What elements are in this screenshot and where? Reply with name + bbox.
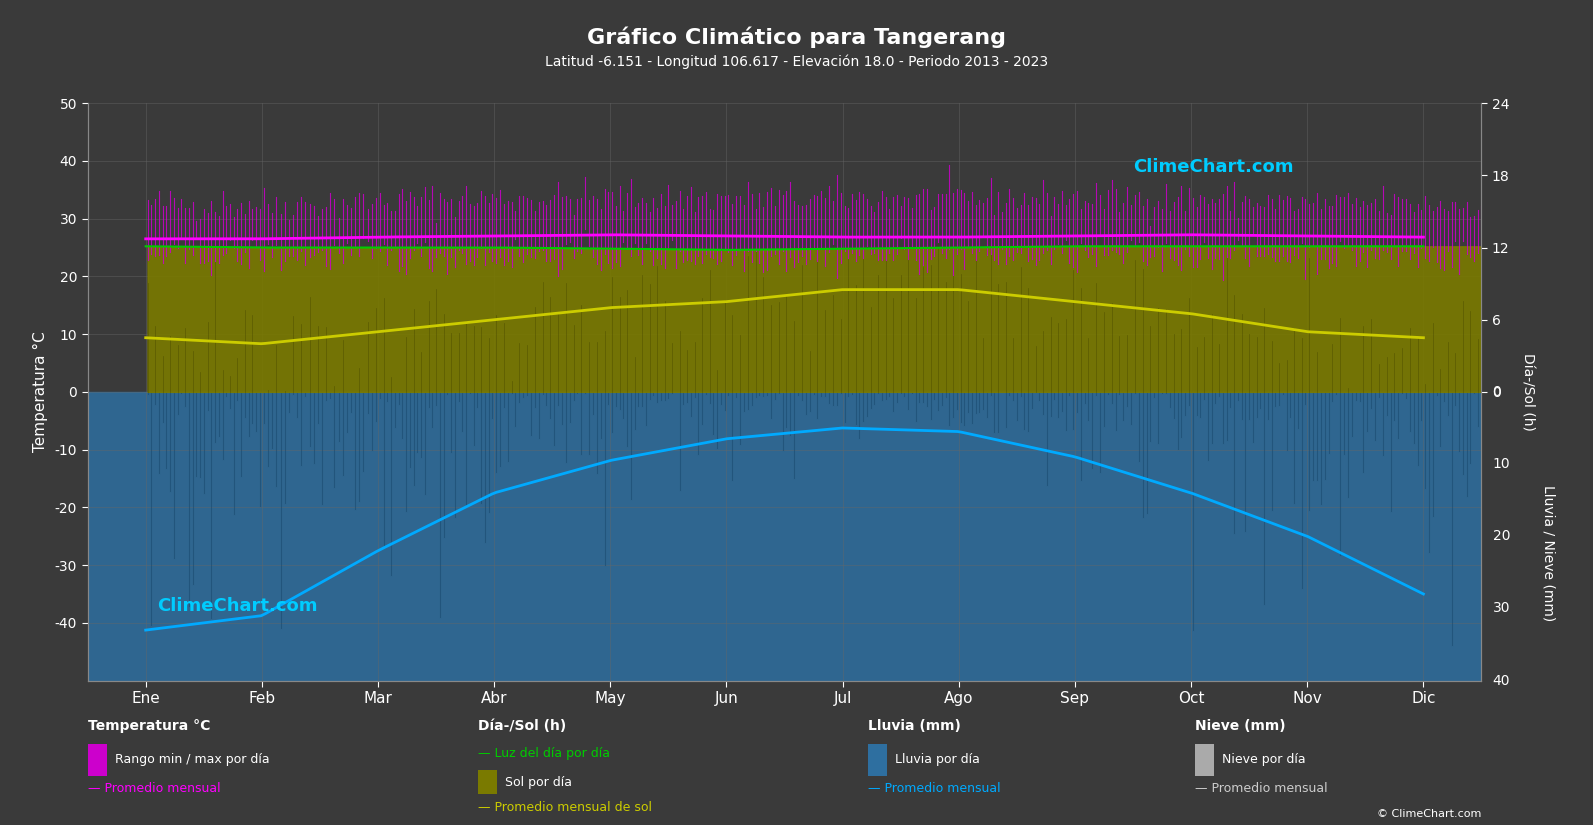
Text: — Promedio mensual de sol: — Promedio mensual de sol: [478, 801, 652, 814]
Text: ClimeChart.com: ClimeChart.com: [158, 597, 319, 615]
Text: — Promedio mensual: — Promedio mensual: [88, 782, 220, 795]
Text: — Promedio mensual: — Promedio mensual: [1195, 782, 1327, 795]
Text: Latitud -6.151 - Longitud 106.617 - Elevación 18.0 - Periodo 2013 - 2023: Latitud -6.151 - Longitud 106.617 - Elev…: [545, 54, 1048, 69]
Text: ClimeChart.com: ClimeChart.com: [1133, 158, 1294, 177]
Text: Nieve (mm): Nieve (mm): [1195, 719, 1286, 733]
Text: Rango min / max por día: Rango min / max por día: [115, 753, 269, 766]
Text: Lluvia / Nieve (mm): Lluvia / Nieve (mm): [1540, 485, 1555, 622]
Text: Nieve por día: Nieve por día: [1222, 753, 1305, 766]
Text: Sol por día: Sol por día: [505, 776, 572, 789]
Text: — Luz del día por día: — Luz del día por día: [478, 747, 610, 761]
Text: Lluvia (mm): Lluvia (mm): [868, 719, 961, 733]
Text: © ClimeChart.com: © ClimeChart.com: [1376, 808, 1481, 818]
Y-axis label: Día-/Sol (h): Día-/Sol (h): [1521, 353, 1534, 431]
Y-axis label: Temperatura °C: Temperatura °C: [33, 332, 48, 452]
Text: 30: 30: [1493, 601, 1510, 615]
Text: 40: 40: [1493, 674, 1510, 687]
Text: Temperatura °C: Temperatura °C: [88, 719, 210, 733]
Text: 20: 20: [1493, 530, 1510, 543]
Text: Lluvia por día: Lluvia por día: [895, 753, 980, 766]
Text: — Promedio mensual: — Promedio mensual: [868, 782, 1000, 795]
Text: Día-/Sol (h): Día-/Sol (h): [478, 719, 566, 733]
Text: Gráfico Climático para Tangerang: Gráfico Climático para Tangerang: [586, 26, 1007, 48]
Text: 0: 0: [1493, 385, 1501, 398]
Text: 10: 10: [1493, 457, 1510, 471]
